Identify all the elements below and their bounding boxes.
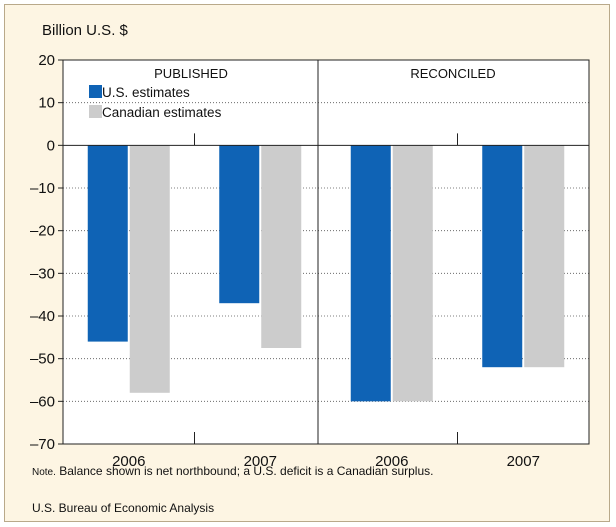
bar-us-2007	[482, 145, 523, 368]
plot-border	[62, 59, 590, 445]
bar-canada-2006	[392, 145, 433, 402]
bar-us-2007	[219, 145, 260, 304]
x-category-label: 2007	[244, 453, 277, 470]
y-tick-label: –10	[30, 180, 55, 197]
panel-title-published: PUBLISHED	[154, 66, 228, 81]
y-tick-label: 10	[38, 95, 55, 112]
chart-frame: 20 10 0 –10 –20 –30 –40 –50 –60 –70 2006 2007 2006 2…	[4, 4, 610, 522]
y-ticks: 20 10 0 –10 –20 –30 –40 –50 –60 –70	[30, 52, 63, 453]
legend-swatch-canada	[89, 105, 102, 118]
legend-label-us: U.S. estimates	[102, 85, 190, 100]
y-tick-label: –50	[30, 351, 55, 368]
bar-canada-2007	[261, 145, 302, 348]
legend-label-canada: Canadian estimates	[102, 105, 222, 120]
note-prefix: Note.	[32, 467, 56, 478]
y-tick-label: –40	[30, 308, 55, 325]
bar-us-2006	[87, 145, 128, 342]
note-text: Balance shown is net northbound; a U.S. …	[56, 464, 434, 478]
panel-title-reconciled: RECONCILED	[410, 66, 495, 81]
x-category-label: 2006	[375, 453, 408, 470]
y-tick-label: 20	[38, 52, 55, 69]
bar-canada-2006	[129, 145, 170, 393]
y-axis-title: Billion U.S. $	[42, 22, 129, 39]
source: U.S. Bureau of Economic Analysis	[32, 501, 214, 515]
y-tick-label: –30	[30, 265, 55, 282]
y-tick-label: –60	[30, 393, 55, 410]
x-category-label: 2006	[112, 453, 145, 470]
bars	[87, 145, 565, 402]
y-tick-label: –70	[30, 436, 55, 453]
x-categories: 2006 2007 2006 2007	[112, 133, 540, 470]
x-category-label: 2007	[507, 453, 540, 470]
bar-us-2006	[350, 145, 391, 402]
y-tick-label: 0	[47, 137, 55, 154]
legend-swatch-us	[89, 85, 102, 98]
y-tick-label: –20	[30, 223, 55, 240]
legend: U.S. estimates Canadian estimates	[89, 85, 222, 120]
note: Note. Balance shown is net northbound; a…	[32, 464, 433, 478]
bar-canada-2007	[524, 145, 565, 368]
